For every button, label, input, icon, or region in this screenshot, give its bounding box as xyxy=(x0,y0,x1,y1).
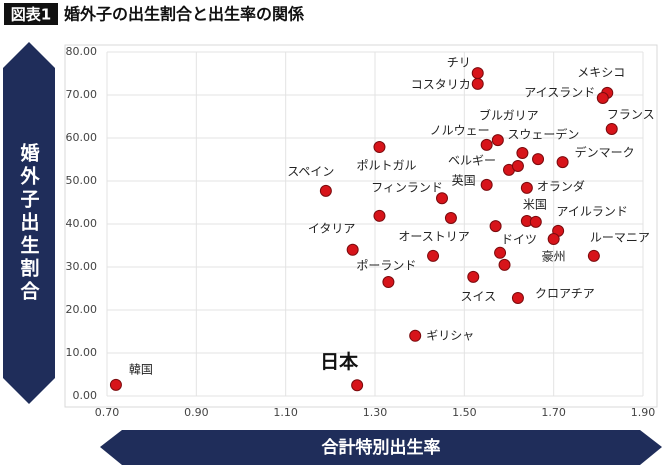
x-tick-label: 1.70 xyxy=(541,406,566,419)
data-point xyxy=(436,192,448,205)
y-tick-label: 70.00 xyxy=(66,88,98,101)
point-label: オーストリア xyxy=(398,229,469,243)
data-point xyxy=(427,249,440,262)
data-point xyxy=(529,215,542,228)
data-point xyxy=(351,379,364,392)
point-label: 米国 xyxy=(523,197,547,211)
data-point xyxy=(480,138,493,151)
data-point xyxy=(596,92,609,105)
point-label: 韓国 xyxy=(129,362,153,376)
data-point xyxy=(373,141,386,154)
point-label: チリ xyxy=(447,56,471,70)
data-point xyxy=(471,77,484,90)
data-point xyxy=(520,181,533,194)
x-tick-label: 1.10 xyxy=(273,406,298,419)
data-point xyxy=(382,276,395,289)
data-point xyxy=(346,243,359,256)
y-tick-label: 40.00 xyxy=(66,217,98,230)
data-point xyxy=(444,211,457,224)
point-label: イタリア xyxy=(308,221,356,235)
data-point xyxy=(556,156,569,169)
data-point xyxy=(494,246,507,259)
x-tick-label: 1.50 xyxy=(452,406,477,419)
figure-label: 図表1 xyxy=(11,6,51,24)
point-label: フランス xyxy=(607,107,655,121)
y-tick-label: 30.00 xyxy=(66,260,98,273)
x-tick-label: 1.90 xyxy=(631,406,656,419)
point-label: ベルギー xyxy=(448,153,496,167)
x-tick-label: 0.70 xyxy=(95,406,120,419)
data-point xyxy=(109,378,122,391)
data-point xyxy=(587,249,600,262)
point-label: ノルウェー xyxy=(430,123,490,137)
point-label: アイスランド xyxy=(524,86,595,100)
plot-frame xyxy=(64,44,658,408)
y-tick-label: 10.00 xyxy=(66,346,98,359)
point-label: コスタリカ xyxy=(411,77,471,91)
point-label: フィンランド xyxy=(371,181,443,195)
y-tick-label: 0.00 xyxy=(73,389,98,402)
y-tick-label: 80.00 xyxy=(66,45,98,58)
data-point xyxy=(547,233,560,246)
point-label: デンマーク xyxy=(575,145,635,160)
y-axis-label: 婚外子出生割合 xyxy=(17,142,40,304)
data-point xyxy=(511,159,524,172)
point-label: 日本 xyxy=(320,350,359,373)
point-label: ドイツ xyxy=(501,232,537,246)
y-axis-label-box: 婚外子出生割合 xyxy=(3,42,55,404)
y-tick-label: 20.00 xyxy=(66,303,98,316)
x-axis-label: 合計特別出生率 xyxy=(322,437,441,458)
y-tick-label: 50.00 xyxy=(66,174,98,187)
point-label: ルーマニア xyxy=(590,230,650,244)
data-point xyxy=(467,270,480,283)
point-label: アイルランド xyxy=(556,204,627,218)
x-axis-banner xyxy=(100,430,662,465)
point-label: スイス xyxy=(460,289,496,303)
point-label: 豪州 xyxy=(542,249,566,264)
x-tick-label: 0.90 xyxy=(184,406,209,419)
y-tick-label: 60.00 xyxy=(66,131,98,144)
data-point xyxy=(480,178,493,191)
point-label: ポルトガル xyxy=(356,159,416,173)
point-label: ギリシャ xyxy=(426,328,474,342)
point-label: クロアチア xyxy=(535,286,595,300)
data-point xyxy=(511,291,524,304)
point-label: スペイン xyxy=(287,164,334,178)
point-label: ブルガリア xyxy=(479,108,539,123)
point-label: ポーランド xyxy=(356,259,416,273)
chart-title: 婚外子の出生割合と出生率の関係 xyxy=(64,5,305,24)
figure-label-box xyxy=(4,3,58,25)
data-point xyxy=(319,184,332,197)
data-point xyxy=(532,153,545,166)
point-label: スウェーデン xyxy=(507,127,579,142)
y-axis-banner xyxy=(3,42,55,404)
point-label: オランダ xyxy=(537,178,585,193)
point-label: 英国 xyxy=(452,173,476,187)
point-label: メキシコ xyxy=(577,65,625,79)
data-point xyxy=(605,122,618,135)
data-point xyxy=(489,220,502,233)
data-point xyxy=(373,209,386,222)
x-tick-label: 1.30 xyxy=(363,406,388,419)
data-point xyxy=(498,258,511,271)
data-point xyxy=(409,329,422,342)
data-point xyxy=(471,67,484,80)
data-point xyxy=(516,147,529,160)
data-point xyxy=(491,134,504,147)
